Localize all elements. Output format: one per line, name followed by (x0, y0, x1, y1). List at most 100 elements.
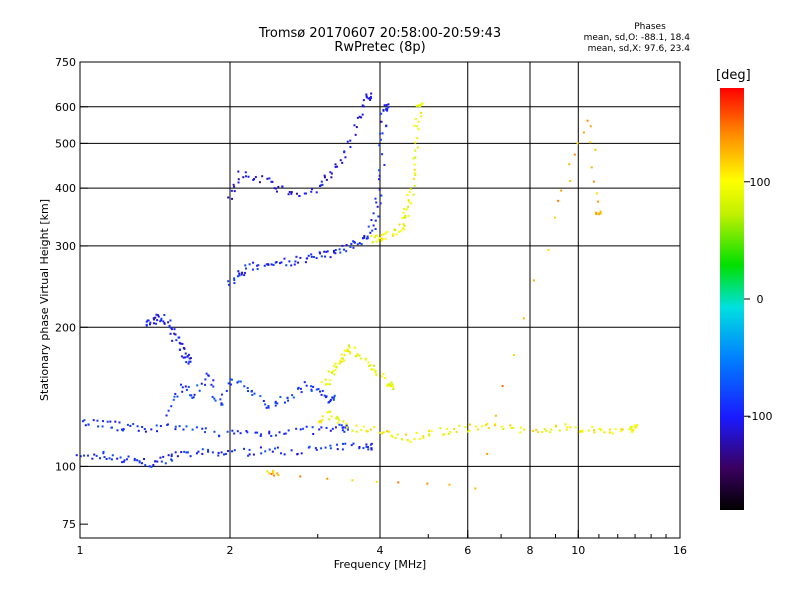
echo-point (167, 454, 170, 457)
echo-point (366, 237, 369, 240)
echo-point (229, 383, 232, 386)
echo-point (387, 383, 390, 386)
echo-point (141, 425, 144, 428)
echo-point (207, 374, 210, 377)
echo-point (237, 181, 240, 184)
echo-point (360, 116, 363, 119)
echo-point (283, 453, 286, 456)
x-tick-label: 6 (464, 544, 471, 557)
echo-point (145, 320, 148, 323)
echo-point (265, 406, 268, 409)
echo-point (439, 427, 442, 430)
echo-point (360, 429, 363, 432)
echo-point (345, 244, 348, 247)
echo-point (412, 193, 415, 196)
y-tick-label: 300 (55, 240, 76, 253)
echo-point (426, 482, 429, 485)
echo-point (447, 432, 450, 435)
echo-point (259, 395, 262, 398)
echo-point (329, 256, 332, 259)
echo-point (382, 233, 385, 236)
echo-point (365, 443, 368, 446)
echo-point (636, 424, 639, 427)
echo-point (315, 448, 318, 451)
echo-point (248, 263, 251, 266)
echo-point (358, 242, 361, 245)
echo-point (252, 261, 255, 264)
echo-point (417, 128, 420, 131)
echo-point (325, 426, 328, 429)
echo-point (416, 137, 419, 140)
echo-point (392, 388, 395, 391)
colorbar-unit: [deg] (716, 68, 751, 83)
echo-point (233, 282, 236, 285)
echo-point (351, 429, 354, 432)
echo-point (391, 435, 394, 438)
echo-point (189, 360, 192, 363)
echo-point (339, 251, 342, 254)
echo-point (409, 440, 412, 443)
echo-point (360, 243, 363, 246)
echo-point (81, 420, 84, 423)
echo-point (608, 428, 611, 431)
echo-point (283, 401, 286, 404)
echo-point (277, 474, 280, 477)
echo-point (355, 126, 358, 129)
echo-point (328, 379, 331, 382)
echo-point (326, 250, 329, 253)
echo-point (97, 425, 100, 428)
echo-point (152, 322, 155, 325)
echo-point (519, 431, 522, 434)
echo-point (127, 455, 130, 458)
echo-point (321, 389, 324, 392)
echo-point (319, 390, 322, 393)
echo-point (225, 389, 228, 392)
echo-point (574, 426, 577, 429)
echo-point (181, 390, 184, 393)
echo-point (92, 419, 95, 422)
y-tick-label: 400 (55, 182, 76, 195)
echo-point (344, 442, 347, 445)
echo-point (449, 430, 452, 433)
echo-point (474, 487, 477, 490)
echo-point (182, 356, 185, 359)
echo-point (345, 250, 348, 253)
echo-point (187, 385, 190, 388)
echo-point (185, 425, 188, 428)
echo-point (99, 457, 102, 460)
echo-point (293, 263, 296, 266)
echo-point (186, 451, 189, 454)
echo-point (75, 454, 78, 457)
echo-point (150, 465, 153, 468)
echo-point (633, 424, 636, 427)
echo-point (278, 262, 281, 265)
echo-point (319, 420, 322, 423)
echo-point (393, 229, 396, 232)
echo-point (387, 103, 390, 106)
echo-point (170, 405, 173, 408)
echo-point (272, 472, 275, 475)
echo-point (155, 322, 158, 325)
echo-point (268, 448, 271, 451)
echo-point (184, 356, 187, 359)
echo-point (373, 426, 376, 429)
echo-point (287, 399, 290, 402)
echo-point (312, 385, 315, 388)
echo-point (310, 388, 313, 391)
echo-point (557, 199, 560, 202)
echo-point (143, 457, 146, 460)
echo-point (400, 438, 403, 441)
echo-point (420, 115, 423, 118)
echo-point (407, 214, 410, 217)
echo-point (333, 364, 336, 367)
echo-point (547, 249, 550, 252)
echo-point (358, 447, 361, 450)
echo-point (329, 447, 332, 450)
echo-point (458, 424, 461, 427)
echo-point (502, 427, 505, 430)
echo-point (620, 428, 623, 431)
echo-point (141, 462, 144, 465)
echo-point (378, 169, 381, 172)
x-axis-label: Frequency [MHz] (334, 558, 426, 571)
echo-point (361, 104, 364, 107)
